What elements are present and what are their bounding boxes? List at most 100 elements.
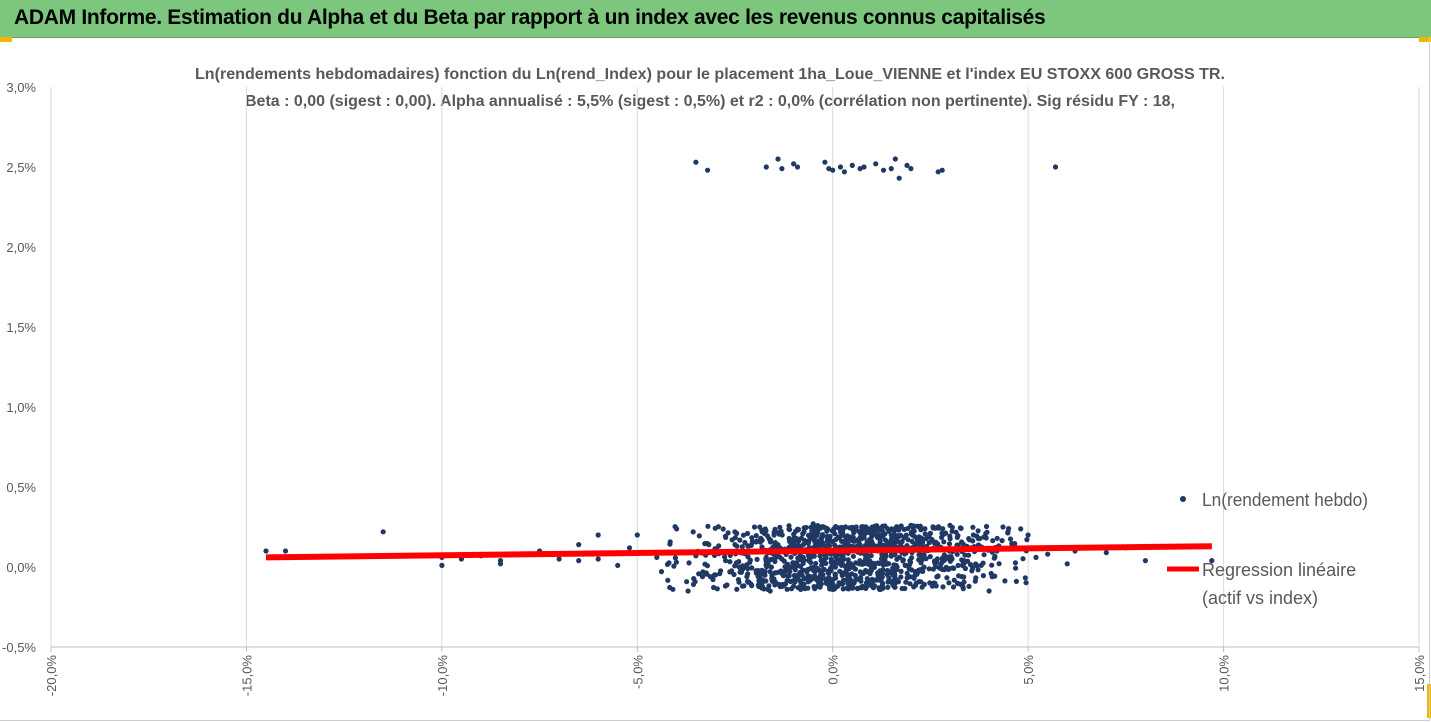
data-point bbox=[1013, 565, 1019, 571]
data-point bbox=[875, 575, 881, 582]
scatter-points bbox=[263, 156, 1215, 594]
x-tick-label: 10,0% bbox=[1217, 655, 1232, 692]
data-point bbox=[849, 563, 856, 569]
data-point bbox=[919, 538, 925, 544]
data-point bbox=[672, 555, 679, 561]
x-tick-label: -5,0% bbox=[630, 655, 645, 689]
data-point bbox=[800, 560, 806, 567]
data-point bbox=[690, 529, 696, 535]
data-point bbox=[904, 162, 910, 168]
data-point bbox=[819, 576, 825, 582]
data-point bbox=[818, 557, 824, 564]
data-point bbox=[787, 526, 793, 533]
data-point bbox=[918, 527, 924, 533]
data-point bbox=[1142, 558, 1148, 564]
data-point bbox=[959, 574, 965, 580]
data-point bbox=[845, 580, 851, 586]
y-tick-label: 1,5% bbox=[6, 320, 36, 335]
data-point bbox=[705, 167, 711, 173]
data-point bbox=[862, 556, 869, 562]
data-point bbox=[950, 584, 957, 590]
data-point bbox=[905, 537, 911, 543]
data-point bbox=[967, 562, 974, 568]
data-point bbox=[908, 166, 914, 172]
x-tick-label: 5,0% bbox=[1021, 655, 1036, 685]
header-corner-mark-right bbox=[1419, 37, 1431, 42]
data-point bbox=[944, 575, 950, 581]
data-point bbox=[916, 557, 922, 563]
legend-marker-scatter bbox=[1180, 496, 1186, 502]
regression-line bbox=[265, 543, 1212, 561]
data-point bbox=[983, 535, 989, 541]
header-corner-mark-left-vertical bbox=[0, 37, 3, 42]
data-point bbox=[779, 583, 785, 589]
data-point bbox=[860, 583, 866, 589]
data-point bbox=[795, 526, 801, 532]
data-point bbox=[734, 586, 740, 592]
data-point bbox=[771, 543, 777, 549]
data-point bbox=[912, 573, 918, 579]
data-point bbox=[946, 541, 953, 547]
data-point bbox=[1025, 532, 1031, 538]
data-point bbox=[832, 564, 839, 570]
data-point bbox=[882, 552, 888, 558]
data-point bbox=[828, 566, 834, 572]
data-point bbox=[744, 578, 751, 585]
data-point bbox=[795, 538, 802, 545]
data-point bbox=[576, 558, 582, 564]
data-point bbox=[826, 575, 832, 581]
data-point bbox=[962, 565, 969, 572]
data-point bbox=[813, 540, 819, 546]
data-point bbox=[696, 571, 702, 577]
data-point bbox=[888, 532, 894, 538]
data-point bbox=[990, 538, 996, 544]
data-point bbox=[986, 588, 992, 594]
data-point bbox=[755, 568, 761, 574]
data-point bbox=[906, 566, 912, 572]
data-point bbox=[921, 564, 927, 570]
data-point bbox=[754, 556, 760, 563]
data-point bbox=[736, 564, 742, 570]
data-point bbox=[595, 532, 601, 538]
data-point bbox=[1209, 558, 1215, 564]
data-point bbox=[966, 583, 972, 590]
chart-title: Ln(rendements hebdomadaires) fonction du… bbox=[195, 66, 1225, 83]
data-point bbox=[927, 530, 934, 536]
data-point bbox=[801, 581, 807, 587]
data-point bbox=[794, 164, 801, 170]
data-point bbox=[729, 537, 735, 543]
data-point bbox=[801, 576, 807, 582]
data-point bbox=[846, 586, 852, 592]
data-point bbox=[926, 540, 932, 546]
data-point bbox=[931, 539, 938, 545]
y-tick-label: 2,5% bbox=[6, 160, 36, 175]
data-point bbox=[862, 543, 868, 549]
data-point bbox=[811, 584, 817, 590]
data-point bbox=[857, 166, 863, 172]
data-point bbox=[861, 561, 867, 567]
data-point bbox=[804, 569, 810, 575]
data-point bbox=[714, 586, 720, 592]
data-point bbox=[947, 522, 953, 528]
data-point bbox=[744, 574, 750, 580]
data-point bbox=[729, 568, 735, 574]
data-point bbox=[792, 574, 798, 581]
chart-area: Ln(rendements hebdomadaires) fonction du… bbox=[0, 38, 1430, 721]
x-tick-label: -10,0% bbox=[435, 655, 450, 697]
data-point bbox=[920, 568, 926, 575]
data-point bbox=[922, 531, 928, 537]
data-point bbox=[880, 167, 887, 173]
data-point bbox=[785, 573, 791, 579]
data-point bbox=[841, 542, 847, 548]
data-point bbox=[916, 567, 922, 573]
data-point bbox=[779, 166, 785, 172]
data-point bbox=[975, 535, 981, 541]
data-point bbox=[792, 560, 798, 566]
data-point bbox=[996, 561, 1002, 567]
data-point bbox=[974, 563, 980, 569]
data-point bbox=[914, 537, 921, 543]
data-point bbox=[439, 562, 445, 569]
axes: -20,0% -15,0% -10,0% -5,0% 0,0% 5,0% 10,0% 15,0… bbox=[2, 80, 1427, 696]
data-point bbox=[978, 562, 984, 569]
data-point bbox=[1103, 550, 1109, 556]
